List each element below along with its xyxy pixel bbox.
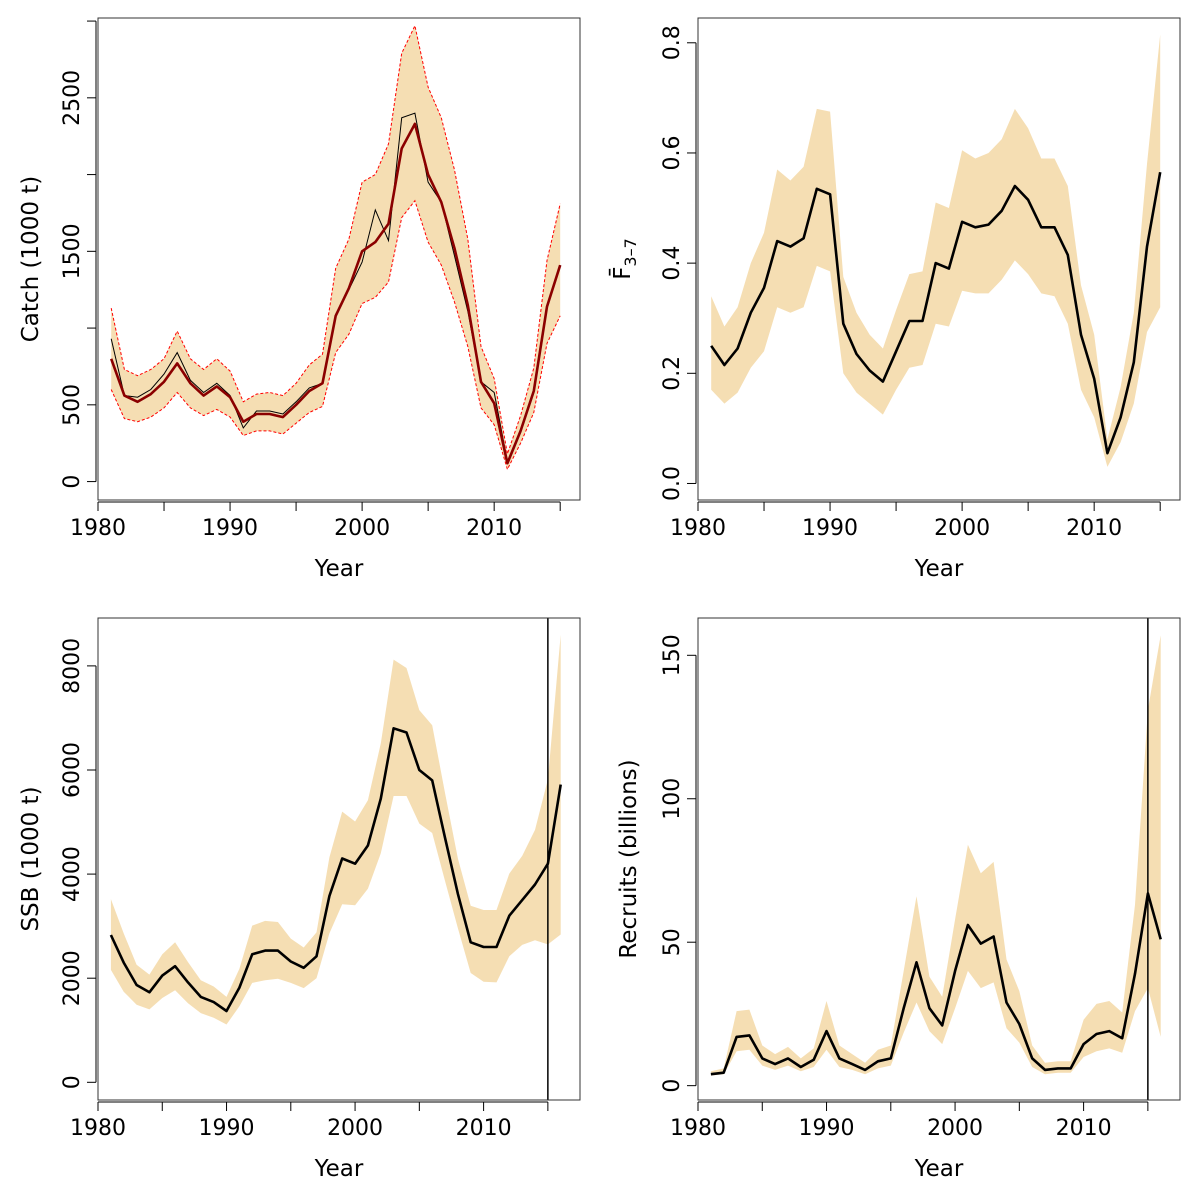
y-tick-label: 0.6 — [660, 135, 685, 170]
plot-frame — [97, 617, 581, 1101]
y-axis-title: F̄3–7 — [608, 238, 640, 280]
y-tick-label: 0.8 — [660, 25, 685, 60]
x-axis: 1980 1990 2000 2010 Year — [70, 501, 561, 582]
y-axis-title-subscript: 3–7 — [621, 238, 640, 266]
y-tick-label: 0 — [60, 1075, 85, 1089]
x-axis: 1980 1990 2000 2010 Year — [70, 1101, 549, 1182]
y-tick-label: 150 — [660, 634, 685, 676]
y-axis: 0 50 100 150 Recruits (billions) — [616, 634, 697, 1093]
estimate-line — [109, 727, 562, 1013]
panel-catch: 1980 1990 2000 2010 Year 0 500 1500 2500 Catch (1… — [18, 17, 581, 582]
y-tick-label: 1500 — [60, 223, 85, 279]
x-tick-label: 1990 — [199, 1116, 255, 1141]
x-tick-label: 2000 — [334, 516, 390, 541]
plot-frame — [697, 617, 1181, 1101]
x-axis: 1980 1990 2000 2010 Year — [670, 501, 1161, 582]
y-tick-label: 0.2 — [660, 356, 685, 391]
y-tick-label: 8000 — [60, 638, 85, 694]
x-axis-title: Year — [914, 556, 964, 582]
y-axis: 0 500 1500 2500 Catch (1000 t) — [18, 20, 97, 489]
y-tick-label: 4000 — [60, 846, 85, 902]
x-tick-label: 2000 — [327, 1116, 383, 1141]
y-tick-label: 0 — [60, 475, 85, 489]
y-axis-title: SSB (1000 t) — [18, 786, 44, 931]
x-tick-label: 2000 — [934, 516, 990, 541]
x-tick-label: 1990 — [799, 1116, 855, 1141]
x-tick-label: 2010 — [1066, 516, 1122, 541]
x-axis-title: Year — [914, 1156, 964, 1182]
plot-frame — [697, 17, 1181, 501]
y-axis-title-symbol: F̄ — [608, 267, 636, 280]
x-tick-label: 1980 — [70, 1116, 126, 1141]
confidence-band — [711, 34, 1161, 467]
plot-frame — [97, 17, 581, 501]
x-tick-label: 1990 — [802, 516, 858, 541]
estimate-line — [710, 171, 1162, 455]
confidence-band — [710, 635, 1161, 1076]
x-tick-label: 1990 — [202, 516, 258, 541]
estimate-line — [710, 892, 1162, 1076]
x-tick-label: 1980 — [670, 516, 726, 541]
x-axis-title: Year — [314, 556, 364, 582]
y-tick-label: 6000 — [60, 742, 85, 798]
y-axis-title: Recruits (billions) — [616, 759, 642, 958]
y-tick-label: 100 — [660, 778, 685, 820]
x-tick-label: 2010 — [456, 1116, 512, 1141]
y-tick-label: 2000 — [60, 950, 85, 1006]
y-tick-label: 0.4 — [660, 246, 685, 281]
estimated-catch-line — [109, 122, 562, 465]
lower-bound-line — [110, 199, 561, 471]
panel-recruits: 1980 1990 2000 2010 Year 0 50 100 150 Recruits (b… — [616, 617, 1181, 1182]
panel-fbar: 1980 1990 2000 2010 Year 0.0 0.2 0.4 0.6 0.8 F̄3–7 — [608, 17, 1181, 582]
x-tick-label: 2010 — [466, 516, 522, 541]
panel-ssb: 1980 1990 2000 2010 Year 0 2000 4000 6000 8000 SSB… — [18, 617, 581, 1182]
y-tick-label: 500 — [60, 384, 85, 426]
x-tick-label: 2000 — [927, 1116, 983, 1141]
x-axis: 1980 1990 2000 2010 Year — [670, 1101, 1149, 1182]
y-tick-label: 0.0 — [660, 466, 685, 501]
y-axis: 0.0 0.2 0.4 0.6 0.8 F̄3–7 — [608, 25, 697, 501]
y-tick-label: 0 — [660, 1079, 685, 1093]
y-axis-title: Catch (1000 t) — [18, 176, 44, 343]
y-tick-label: 50 — [660, 928, 685, 956]
x-tick-label: 2010 — [1056, 1116, 1112, 1141]
upper-bound-line — [110, 24, 561, 456]
x-tick-label: 1980 — [670, 1116, 726, 1141]
x-tick-label: 1980 — [70, 516, 126, 541]
x-axis-title: Year — [314, 1156, 364, 1182]
y-axis: 0 2000 4000 6000 8000 SSB (1000 t) — [18, 638, 97, 1089]
y-tick-label: 2500 — [60, 70, 85, 126]
